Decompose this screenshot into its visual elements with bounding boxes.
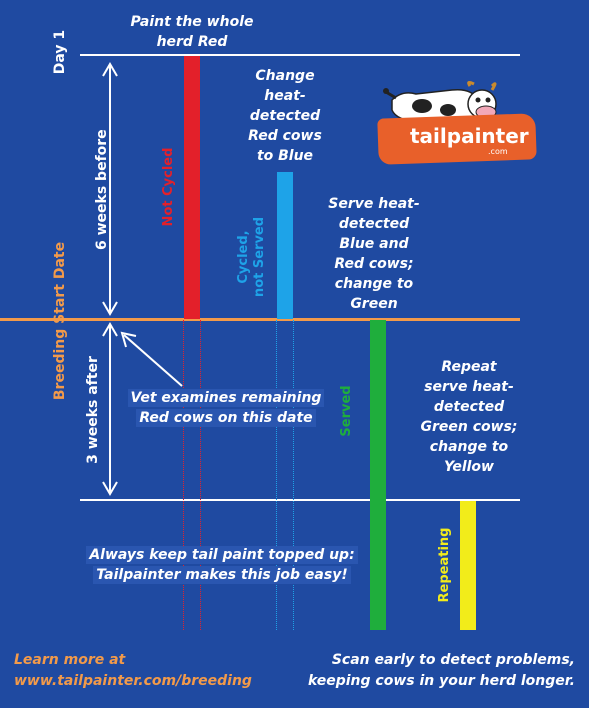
learn-more-line1: Learn more at [14,652,126,668]
vet-note-line2: Red cows on this date [136,409,316,427]
logo-brand: tailpainter [410,124,529,148]
scan-early-line1: Scan early to detect problems, [331,652,575,668]
scan-early-line2: keeping cows in your herd longer. [307,673,575,689]
tip-note-line1: Always keep tail paint topped up: [86,546,358,564]
yellow-bar [460,501,476,630]
breeding-start-line [0,318,520,321]
tip-note: Always keep tail paint topped up: Tailpa… [84,545,360,585]
six-weeks-arrow-head-down [102,301,118,316]
learn-more-url[interactable]: www.tailpainter.com/breeding [14,673,252,689]
blue-dotted-extension [276,320,294,630]
tip-note-line2: Tailpainter makes this job easy! [93,566,351,584]
day1-line [80,54,520,56]
green-bar [370,320,386,630]
not-cycled-label: Not Cycled [161,147,176,227]
learn-more-text: Learn more at www.tailpainter.com/breedi… [14,650,252,692]
served-label: Served [339,385,354,437]
repeating-label: Repeating [437,527,452,603]
three-weeks-arrow-head-up [102,322,118,337]
vet-note-line1: Vet examines remaining [127,389,325,407]
red-dotted-extension [183,320,201,630]
step2-label: Change heat-detected Red cows to Blue [248,68,322,164]
red-bar [184,56,200,319]
cow-mascot-icon [383,80,497,124]
vet-pointer-head [120,331,137,348]
three-weeks-line [80,499,520,501]
vet-note: Vet examines remaining Red cows on this … [118,388,334,428]
step4-label: Repeat serve heat-detected Green cows; c… [420,359,518,475]
cycled-label-line2: not Served [252,216,267,298]
blue-bar [277,172,293,319]
step1-label: Paint the whole herd Red [130,14,254,50]
step3-label: Serve heat-detected Blue and Red cows; c… [328,196,420,312]
vet-pointer-line [123,334,183,387]
scan-early-text: Scan early to detect problems, keeping c… [308,650,575,692]
logo-domain: .com [488,147,508,156]
three-weeks-arrow-head-down [102,481,118,496]
six-weeks-arrow-head-up [102,62,118,77]
